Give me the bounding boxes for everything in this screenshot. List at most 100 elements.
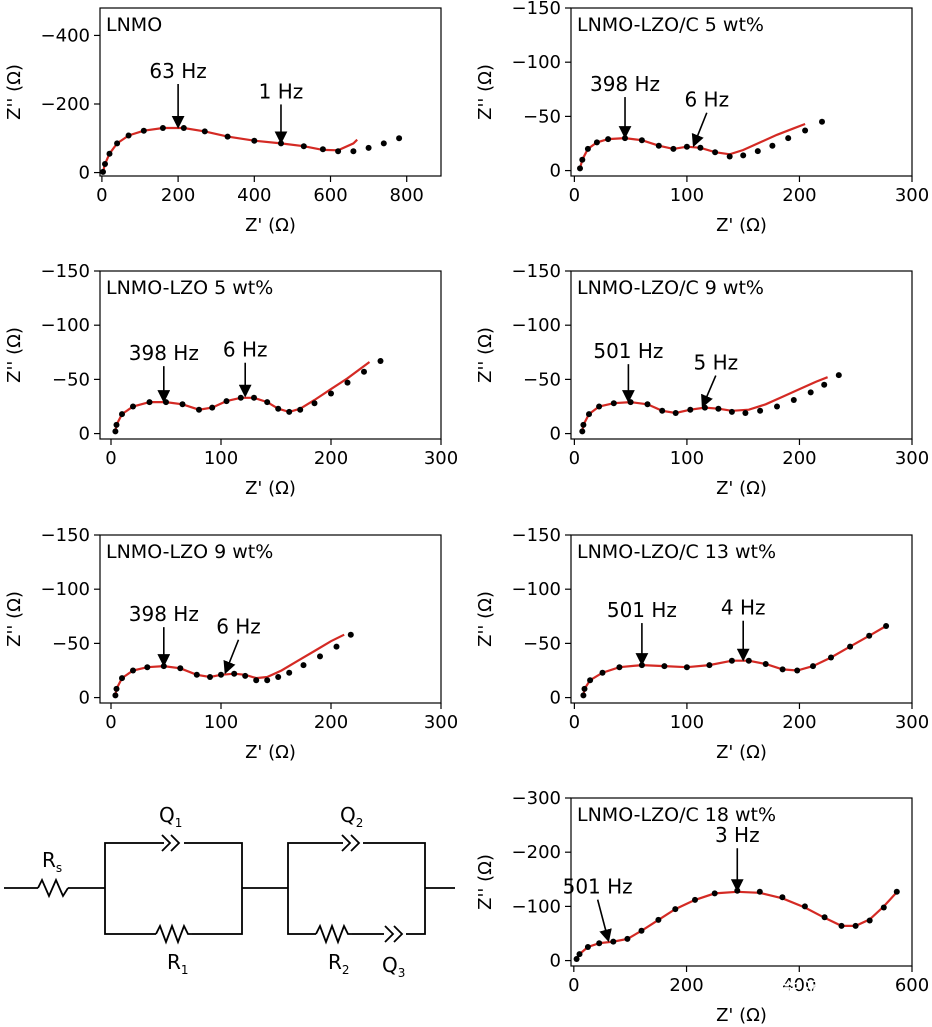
data-point <box>847 643 854 650</box>
y-axis-label: Z'' (Ω) <box>475 64 496 120</box>
panel-2: 0 100 200 300 0 −50 −100 −150 Z' (Ω) Z'' (Ω) LNMO-… <box>475 0 929 236</box>
y-tick-label: 0 <box>79 688 90 709</box>
data-point <box>810 663 816 670</box>
data-point <box>251 394 257 401</box>
data-point <box>769 142 776 149</box>
data-point <box>584 944 591 950</box>
data-point <box>224 133 231 140</box>
data-point <box>687 406 694 413</box>
y-tick-label: −50 <box>523 369 561 390</box>
fit-line <box>575 890 898 960</box>
data-point <box>802 127 809 134</box>
panel-title: LNMO-LZO 5 wt% <box>106 277 273 299</box>
annotation-label: 398 Hz <box>129 341 199 365</box>
data-point <box>599 669 606 676</box>
data-point <box>377 358 384 364</box>
x-tick-label: 100 <box>204 448 238 469</box>
data-point <box>335 148 342 155</box>
data-point <box>821 914 828 921</box>
data-point <box>577 165 583 172</box>
plot-frame <box>570 534 913 704</box>
data-point <box>580 692 587 699</box>
data-point <box>734 887 741 894</box>
data-point <box>275 674 282 680</box>
data-point <box>253 677 260 684</box>
plot-frame <box>570 270 913 440</box>
data-point <box>745 657 752 664</box>
data-point <box>102 161 108 167</box>
data-point <box>790 397 797 403</box>
x-axis-label: Z' (Ω) <box>716 478 767 499</box>
x-tick-label: 100 <box>670 712 704 733</box>
data-point <box>584 145 591 152</box>
label-r1: R1 <box>167 950 189 977</box>
data-point <box>610 938 617 945</box>
data-point <box>140 127 147 134</box>
annotation-label: 398 Hz <box>129 602 199 626</box>
fit-line <box>581 376 828 432</box>
annotation-label: 501 Hz <box>607 598 677 622</box>
data-point <box>712 149 719 156</box>
x-tick-label: 200 <box>314 712 348 733</box>
x-tick-label: 300 <box>424 712 458 733</box>
annotation-label: 4 Hz <box>721 596 766 620</box>
data-point <box>300 662 307 669</box>
data-point <box>264 399 271 406</box>
data-point <box>838 922 845 929</box>
data-point <box>655 142 662 149</box>
panel-title: LNMO-LZO 9 wt% <box>106 541 273 563</box>
y-tick-label: 0 <box>550 424 561 445</box>
x-tick-label: 200 <box>782 185 816 206</box>
x-axis-label: Z' (Ω) <box>716 1005 767 1026</box>
data-point <box>231 670 238 677</box>
data-point <box>242 672 249 679</box>
x-tick-label: 0 <box>569 448 580 469</box>
data-point <box>715 405 722 412</box>
data-point <box>893 888 900 895</box>
panel-title: LNMO-LZO/C 5 wt% <box>577 14 764 36</box>
y-tick-label: 0 <box>550 161 561 182</box>
data-point <box>711 890 718 897</box>
plot-frame <box>99 7 442 177</box>
x-axis-label: Z' (Ω) <box>245 215 296 236</box>
annotation-label: 6 Hz <box>684 88 729 112</box>
data-point <box>659 407 666 414</box>
data-point <box>278 140 284 147</box>
x-tick-label: 200 <box>314 448 348 469</box>
data-point <box>785 135 792 142</box>
y-tick-label: −50 <box>523 106 561 127</box>
x-tick-label: 0 <box>96 185 107 206</box>
annotation-label: 398 Hz <box>590 72 660 96</box>
data-point <box>160 663 167 670</box>
data-point <box>587 677 594 684</box>
x-tick-label: 100 <box>204 712 238 733</box>
y-tick-label: −150 <box>512 525 561 546</box>
y-tick-label: −50 <box>52 369 90 390</box>
data-point <box>579 156 586 163</box>
y-tick-label: −150 <box>41 261 90 282</box>
panel-6: 0 100 200 300 0 −50 −100 −150 Z' (Ω) Z'' (Ω) LNMO-… <box>475 525 929 763</box>
data-point <box>119 675 125 682</box>
y-tick-label: 0 <box>550 951 561 972</box>
panel-5: 0 100 200 300 0 −50 −100 −150 Z' (Ω) Z'' (Ω) LNMO-… <box>4 525 458 763</box>
data-point <box>672 410 679 416</box>
x-tick-label: 400 <box>782 975 816 996</box>
data-point <box>762 661 769 667</box>
y-axis-label: Z'' (Ω) <box>475 327 496 383</box>
data-point <box>251 137 258 144</box>
data-point <box>275 405 282 412</box>
data-point <box>112 692 119 699</box>
y-axis-label: Z'' (Ω) <box>4 327 25 383</box>
label-q3: Q3 <box>382 953 405 980</box>
data-point <box>580 421 587 428</box>
data-point <box>605 136 612 143</box>
data-point <box>146 399 153 406</box>
data-point <box>883 623 890 629</box>
cpe-q2 <box>341 834 361 852</box>
annotation-arrow <box>223 639 240 675</box>
x-tick-label: 0 <box>569 185 580 206</box>
plot-frame <box>570 7 913 177</box>
x-tick-label: 0 <box>105 448 116 469</box>
y-tick-label: −150 <box>512 261 561 282</box>
data-point <box>311 400 318 407</box>
